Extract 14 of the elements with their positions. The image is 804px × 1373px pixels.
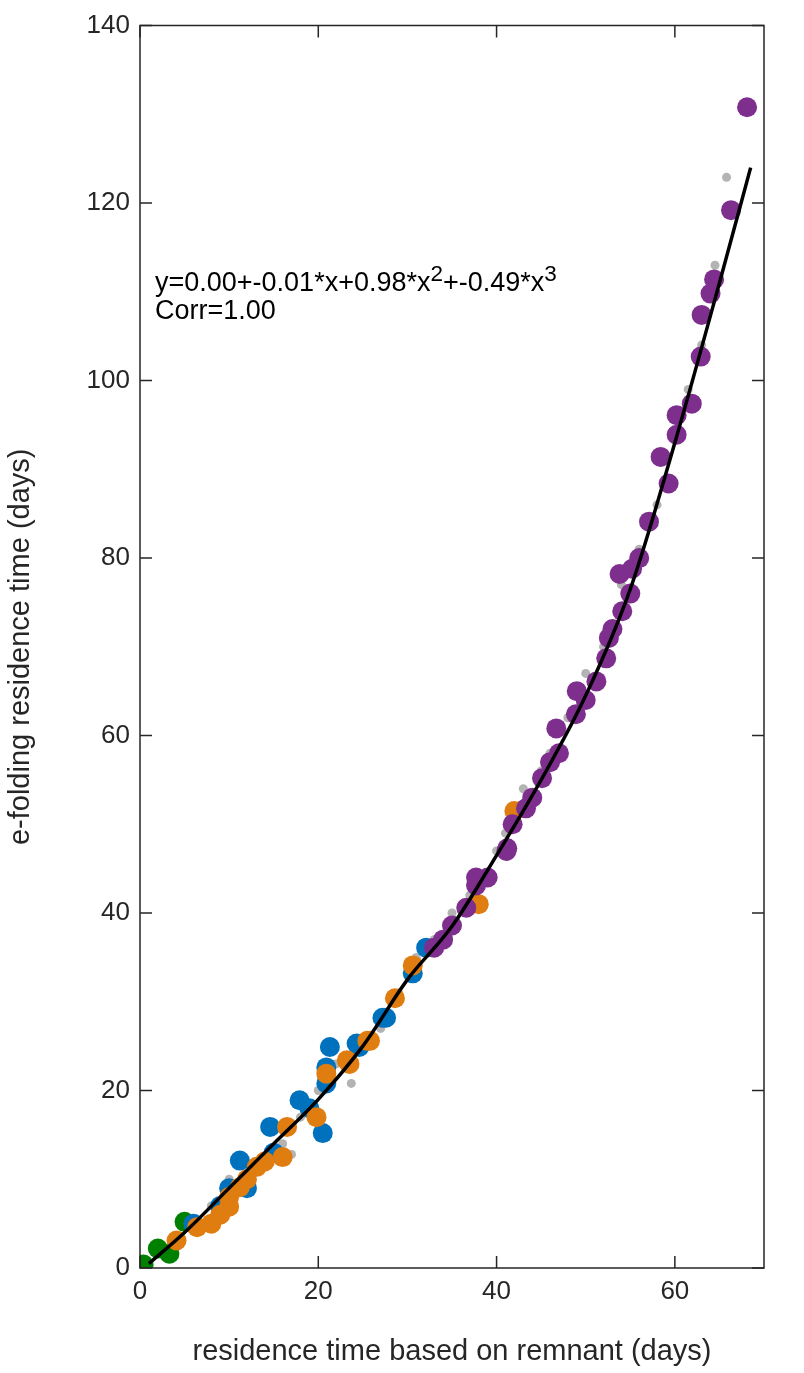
y-tick-label: 120 (86, 186, 130, 217)
annotation: y=0.00+-0.01*x+0.98*x$^{2}$+-0.49*x$^{3}$ (155, 259, 557, 298)
y-tick-label: 40 (101, 896, 130, 927)
y-axis-title: e-folding residence time (days) (3, 448, 36, 846)
y-tick-label: 100 (86, 363, 130, 394)
x-tick-label: 60 (660, 1274, 690, 1305)
y-tick-label: 140 (86, 8, 130, 39)
x-tick-label: 40 (482, 1274, 512, 1305)
x-axis-title: residence time based on remnant (days) (192, 1333, 712, 1366)
y-tick-label: 0 (115, 1251, 130, 1282)
y-tick-label: 80 (101, 541, 130, 572)
x-tick-label: 20 (303, 1274, 333, 1305)
y-tick-label: 20 (101, 1073, 130, 1104)
y-tick-label: 60 (101, 718, 130, 749)
